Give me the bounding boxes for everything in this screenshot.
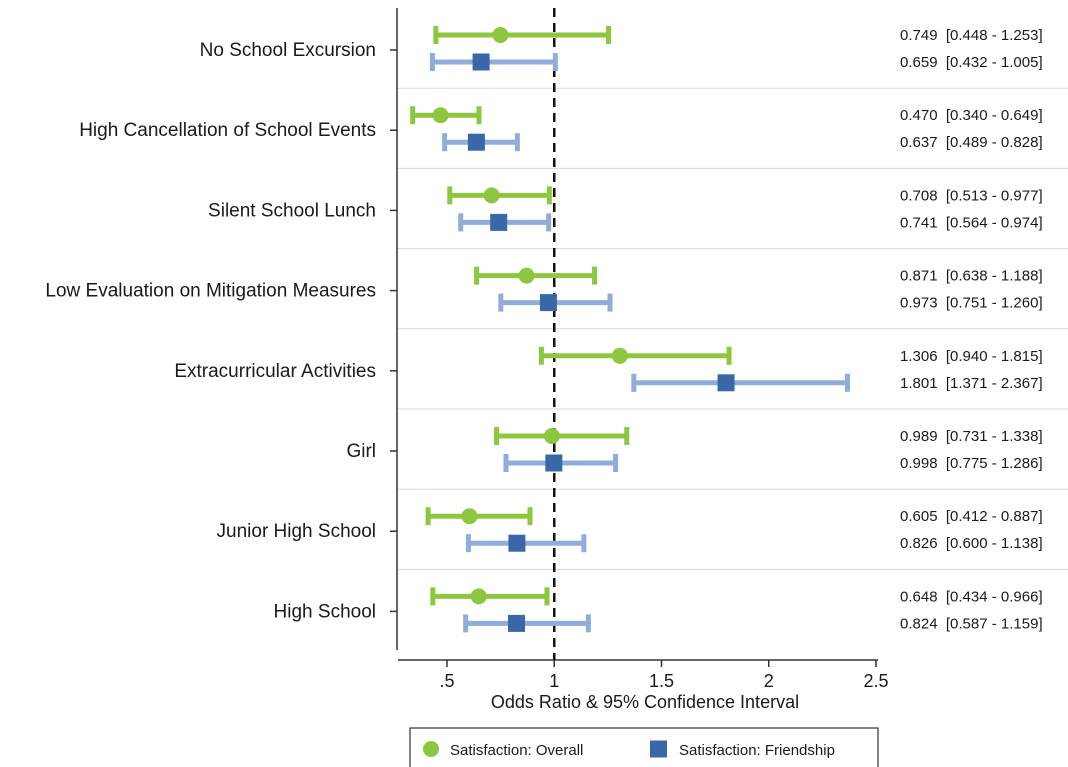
value-label: 0.989 [0.731 - 1.338]	[900, 428, 1043, 445]
value-label: 0.973 [0.751 - 1.260]	[900, 295, 1043, 312]
point-estimate	[467, 133, 485, 151]
value-label: 0.826 [0.600 - 1.138]	[900, 535, 1043, 552]
point-estimate	[717, 374, 735, 392]
category-label: High School	[274, 601, 376, 622]
row-separators	[397, 87, 1068, 570]
value-label: 0.871 [0.638 - 1.188]	[900, 268, 1043, 285]
category-label: Junior High School	[217, 521, 376, 542]
legend-label: Satisfaction: Friendship	[679, 742, 835, 759]
point-estimate	[492, 27, 509, 43]
y-axis: No School Excursion High Cancellation of …	[45, 8, 398, 650]
point-estimate	[545, 454, 563, 472]
point-estimate	[470, 588, 487, 605]
point-estimate	[539, 294, 557, 312]
legend-label: Satisfaction: Overall	[450, 742, 583, 759]
legend-marker-circle	[423, 741, 439, 757]
point-estimate	[611, 347, 628, 364]
value-label: 1.801 [1.371 - 2.367]	[900, 375, 1043, 392]
value-label: 0.741 [0.564 - 0.974]	[900, 214, 1043, 231]
x-axis: .5 1 1.5 2 2.5	[398, 659, 889, 691]
value-label: 0.648 [0.434 - 0.966]	[900, 588, 1043, 605]
x-axis-title: Odds Ratio & 95% Confidence Interval	[491, 692, 799, 712]
value-label: 0.605 [0.412 - 0.887]	[900, 508, 1043, 525]
value-label: 0.824 [0.587 - 1.159]	[900, 615, 1043, 632]
x-tick-label: 2	[764, 671, 774, 691]
value-label: 0.470 [0.340 - 0.649]	[900, 107, 1043, 124]
value-label: 0.659 [0.432 - 1.005]	[900, 54, 1043, 71]
category-label: High Cancellation of School Events	[79, 120, 376, 141]
point-estimate	[483, 187, 500, 204]
legend: Satisfaction: Overall Satisfaction: Frien…	[409, 727, 879, 767]
value-label: 0.708 [0.513 - 0.977]	[900, 187, 1043, 204]
value-label: 0.637 [0.489 - 0.828]	[900, 134, 1043, 151]
point-estimate	[490, 213, 508, 231]
plot-marks	[410, 26, 850, 633]
category-label: Girl	[346, 441, 376, 462]
point-estimate	[432, 107, 449, 124]
value-label: 0.749 [0.448 - 1.253]	[900, 27, 1043, 44]
category-label: Extracurricular Activities	[174, 361, 376, 382]
category-label: No School Excursion	[200, 40, 376, 61]
value-labels: 0.749 [0.448 - 1.253] 0.659 [0.432 - 1.00…	[900, 27, 1043, 632]
point-estimate	[472, 53, 490, 71]
x-tick-label: 1	[549, 671, 559, 691]
point-estimate	[518, 267, 535, 284]
x-tick-label: .5	[439, 671, 454, 691]
x-tick-label: 1.5	[649, 671, 674, 691]
value-label: 0.998 [0.775 - 1.286]	[900, 455, 1043, 472]
legend-marker-square	[650, 740, 667, 758]
point-estimate	[508, 534, 526, 552]
legend-box	[409, 727, 879, 767]
value-label: 1.306 [0.940 - 1.815]	[900, 348, 1043, 365]
x-tick-label: 2.5	[863, 671, 888, 691]
point-estimate	[507, 614, 525, 632]
point-estimate	[543, 428, 560, 444]
category-label: Silent School Lunch	[208, 200, 376, 221]
category-label: Low Evaluation on Mitigation Measures	[45, 281, 376, 302]
point-estimate	[461, 508, 478, 525]
